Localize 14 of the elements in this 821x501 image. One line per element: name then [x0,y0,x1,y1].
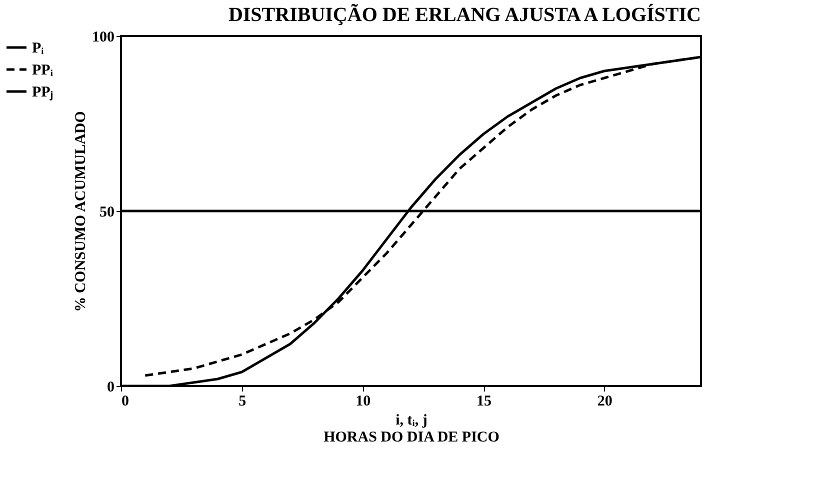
x-tick-label: 0 [122,394,129,410]
x-axis-title: i, tᵢ, j HORAS DO DIA DE PICO [324,412,500,446]
y-axis-title: % CONSUMO ACUMULADO [73,111,89,312]
legend-label: PPᵢ [32,62,54,78]
legend-label: Pᵢ [32,40,44,56]
x-tick-label: 5 [238,394,246,410]
x-tick-label: 15 [476,394,492,410]
y-tick-label: 50 [100,204,114,220]
y-tick-label: 100 [92,30,114,46]
x-tick-label: 20 [597,394,612,410]
legend-label: PPⱼ [32,84,54,100]
chart-title: DISTRIBUIÇÃO DE ERLANG AJUSTA A LOGÍSTIC [228,3,701,26]
y-tick-label: 0 [107,380,114,396]
x-tick-label: 10 [356,394,371,410]
